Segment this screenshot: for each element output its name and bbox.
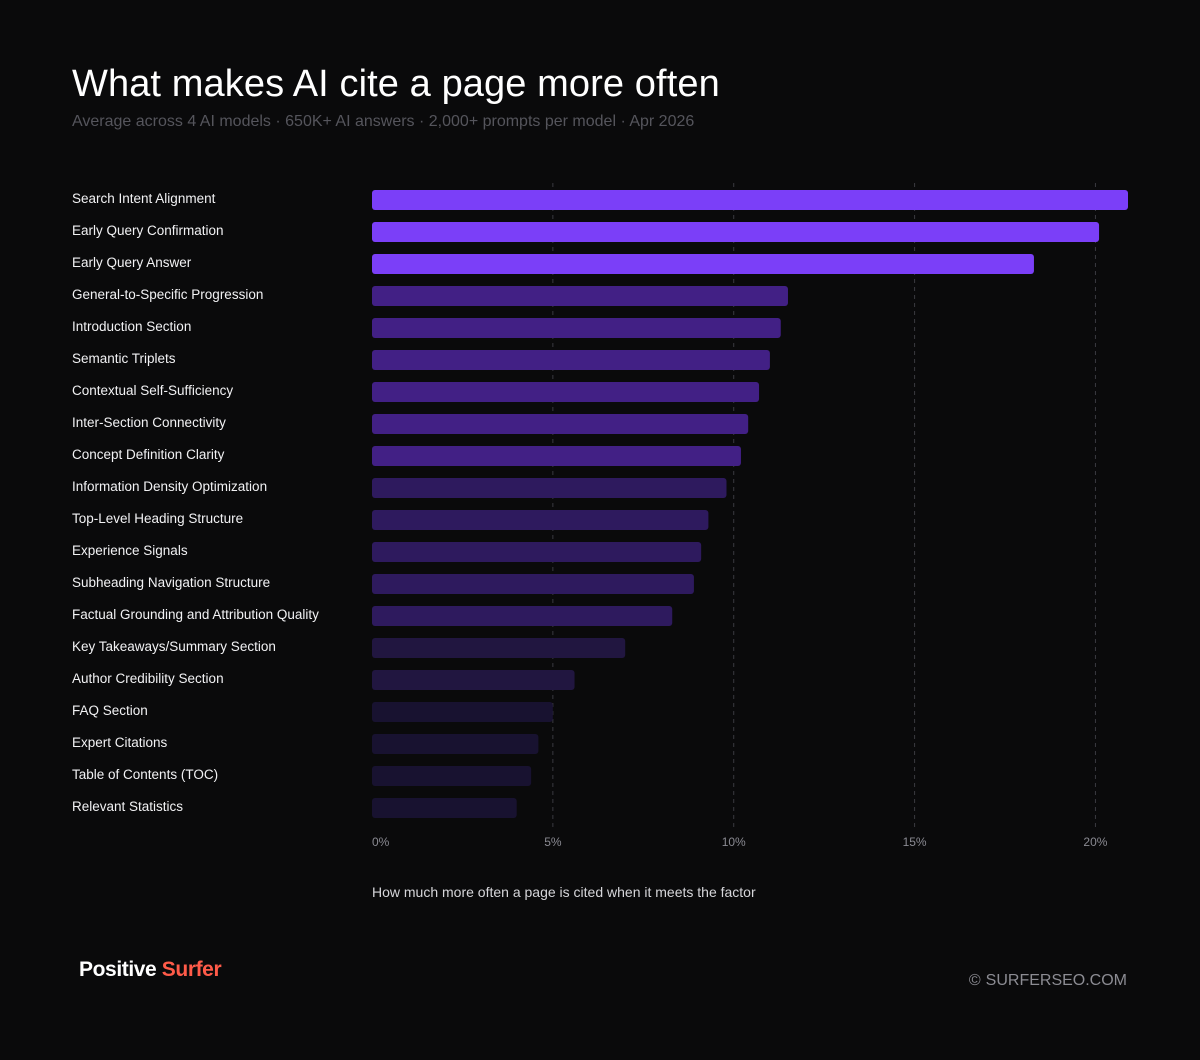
bar bbox=[372, 382, 760, 402]
copyright-text: SURFERSEO.COM bbox=[985, 972, 1127, 989]
category-label: Early Query Answer bbox=[72, 255, 192, 270]
bar bbox=[372, 734, 539, 754]
grid-lines bbox=[552, 183, 1096, 828]
category-label: Factual Grounding and Attribution Qualit… bbox=[72, 607, 319, 622]
category-label: Semantic Triplets bbox=[72, 351, 176, 366]
x-tick-label: 20% bbox=[1083, 835, 1107, 849]
chart-subtitle: Average across 4 AI models · 650K+ AI an… bbox=[72, 113, 695, 130]
brand-logo: Positive Surfer bbox=[79, 958, 222, 982]
copyright: © SURFERSEO.COM bbox=[969, 972, 1127, 990]
bar bbox=[372, 670, 575, 690]
category-label: Top-Level Heading Structure bbox=[72, 511, 243, 526]
category-label: Expert Citations bbox=[72, 735, 168, 750]
bar bbox=[372, 350, 770, 370]
x-tick-label: 0% bbox=[372, 835, 390, 849]
category-label: Author Credibility Section bbox=[72, 671, 224, 686]
bar bbox=[372, 190, 1128, 210]
bar bbox=[372, 414, 749, 434]
category-label: Contextual Self-Sufficiency bbox=[72, 383, 233, 398]
bar bbox=[372, 798, 517, 818]
x-tick-label: 15% bbox=[903, 835, 927, 849]
bar-chart: Search Intent Alignment Early Query Confi… bbox=[72, 183, 1128, 849]
bar bbox=[372, 606, 673, 626]
chart-title: What makes AI cite a page more often bbox=[72, 63, 720, 105]
category-label: Information Density Optimization bbox=[72, 479, 267, 494]
category-labels: Search Intent Alignment Early Query Confi… bbox=[72, 191, 319, 814]
bar bbox=[372, 286, 788, 306]
brand-name-part2: Surfer bbox=[161, 958, 222, 981]
brand-name-part1: Positive bbox=[79, 958, 157, 981]
bar bbox=[372, 766, 532, 786]
bar bbox=[372, 510, 709, 530]
category-label: Key Takeaways/Summary Section bbox=[72, 639, 276, 654]
x-axis-ticks: 0% 5% 10% 15% 20% bbox=[372, 835, 1108, 849]
category-label: Relevant Statistics bbox=[72, 799, 183, 814]
x-tick-label: 10% bbox=[722, 835, 746, 849]
bars bbox=[372, 190, 1128, 818]
bar bbox=[372, 702, 553, 722]
category-label: Early Query Confirmation bbox=[72, 223, 224, 238]
category-label: General-to-Specific Progression bbox=[72, 287, 263, 302]
bar bbox=[372, 478, 727, 498]
category-label: Inter-Section Connectivity bbox=[72, 415, 226, 430]
bar bbox=[372, 574, 694, 594]
bar bbox=[372, 318, 781, 338]
category-label: Experience Signals bbox=[72, 543, 188, 558]
category-label: Subheading Navigation Structure bbox=[72, 575, 270, 590]
bar bbox=[372, 446, 741, 466]
bar bbox=[372, 254, 1034, 274]
bar bbox=[372, 638, 626, 658]
bar bbox=[372, 542, 702, 562]
category-label: Concept Definition Clarity bbox=[72, 447, 225, 462]
bar bbox=[372, 222, 1100, 242]
category-label: Introduction Section bbox=[72, 319, 191, 334]
category-label: Search Intent Alignment bbox=[72, 191, 216, 206]
copyright-icon: © bbox=[968, 972, 981, 989]
category-label: FAQ Section bbox=[72, 703, 148, 718]
x-axis-title: How much more often a page is cited when… bbox=[372, 884, 756, 900]
category-label: Table of Contents (TOC) bbox=[72, 767, 218, 782]
x-tick-label: 5% bbox=[544, 835, 562, 849]
